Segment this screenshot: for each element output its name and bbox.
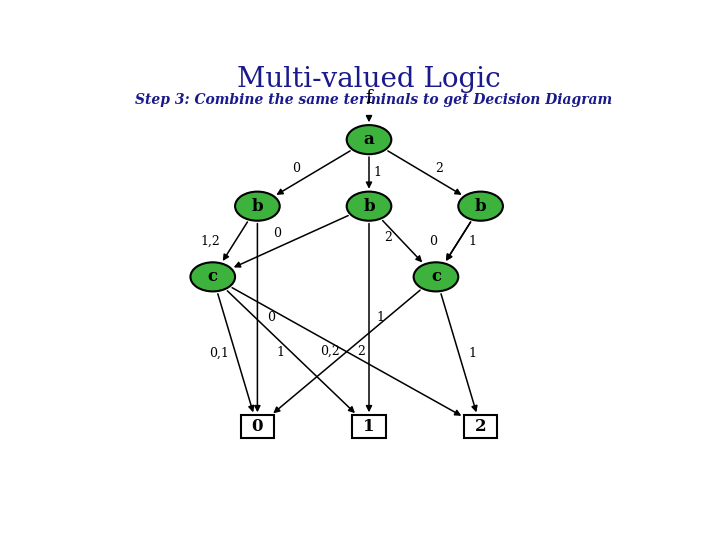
Text: 0: 0 [292, 162, 300, 176]
Text: c: c [431, 268, 441, 285]
FancyArrowPatch shape [366, 224, 372, 410]
FancyArrowPatch shape [224, 222, 248, 260]
Text: c: c [207, 268, 218, 285]
Text: b: b [363, 198, 375, 215]
FancyArrowPatch shape [232, 288, 460, 415]
FancyArrowPatch shape [366, 157, 372, 187]
Text: 0,2: 0,2 [320, 345, 340, 358]
Ellipse shape [458, 192, 503, 221]
FancyBboxPatch shape [464, 415, 498, 438]
Text: 1: 1 [468, 235, 476, 248]
FancyArrowPatch shape [388, 151, 460, 194]
FancyArrowPatch shape [366, 116, 372, 120]
Text: 2: 2 [384, 231, 392, 244]
Text: 0,1: 0,1 [209, 347, 229, 360]
FancyArrowPatch shape [274, 290, 420, 412]
FancyArrowPatch shape [228, 291, 354, 412]
Text: 1: 1 [469, 347, 477, 360]
Ellipse shape [235, 192, 279, 221]
Text: 1: 1 [376, 312, 384, 325]
Text: 0: 0 [252, 418, 263, 435]
FancyArrowPatch shape [255, 224, 260, 410]
Text: 1: 1 [276, 346, 284, 359]
Text: b: b [474, 198, 487, 215]
FancyArrowPatch shape [447, 222, 471, 260]
Text: 1: 1 [364, 418, 374, 435]
Ellipse shape [190, 262, 235, 292]
Text: 1,2: 1,2 [200, 235, 220, 248]
Text: 1: 1 [374, 166, 382, 179]
FancyArrowPatch shape [235, 215, 348, 267]
Text: 0: 0 [273, 227, 281, 240]
FancyArrowPatch shape [382, 220, 421, 261]
Ellipse shape [347, 125, 392, 154]
FancyArrowPatch shape [447, 222, 471, 260]
FancyBboxPatch shape [240, 415, 274, 438]
FancyArrowPatch shape [441, 294, 477, 411]
Text: 0: 0 [429, 235, 437, 248]
Text: a: a [364, 131, 374, 148]
Ellipse shape [413, 262, 458, 292]
Text: 2: 2 [357, 345, 364, 358]
Text: 0: 0 [267, 312, 275, 325]
FancyArrowPatch shape [278, 151, 350, 194]
Text: Multi-valued Logic: Multi-valued Logic [237, 66, 501, 93]
Text: 2: 2 [435, 162, 443, 176]
FancyBboxPatch shape [352, 415, 386, 438]
Ellipse shape [347, 192, 392, 221]
Text: 2: 2 [474, 418, 487, 435]
FancyArrowPatch shape [218, 294, 253, 411]
Text: b: b [251, 198, 264, 215]
Text: Step 3: Combine the same terminals to get Decision Diagram: Step 3: Combine the same terminals to ge… [135, 93, 612, 107]
Text: f: f [366, 89, 372, 107]
